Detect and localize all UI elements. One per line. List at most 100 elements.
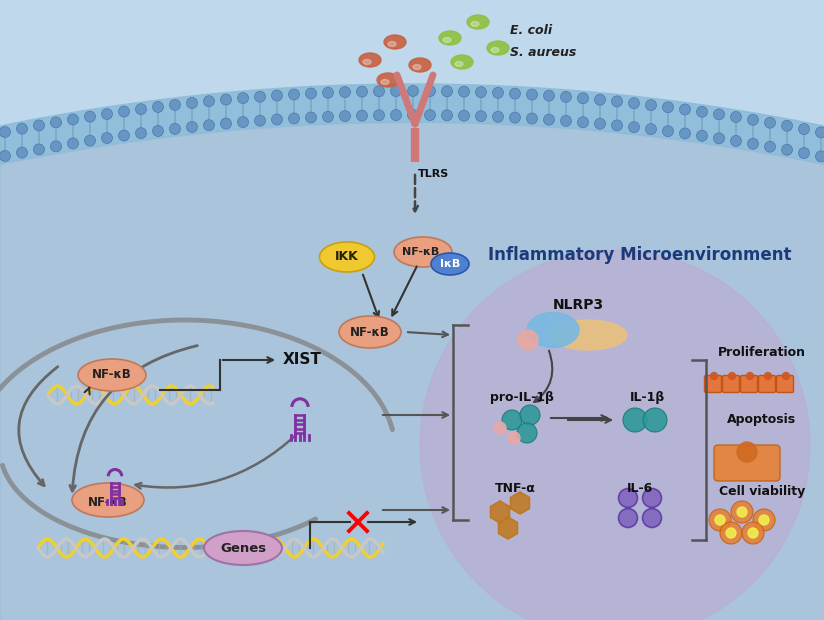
Circle shape [85, 135, 96, 146]
Ellipse shape [471, 22, 479, 27]
Circle shape [119, 130, 129, 141]
Circle shape [119, 106, 129, 117]
Circle shape [288, 113, 299, 124]
Circle shape [765, 141, 775, 153]
Ellipse shape [320, 242, 374, 272]
Circle shape [731, 501, 753, 523]
Ellipse shape [491, 48, 499, 53]
Text: NF-κB: NF-κB [88, 495, 128, 508]
Polygon shape [499, 517, 517, 539]
Circle shape [509, 112, 521, 123]
Text: IκB: IκB [440, 259, 460, 269]
Circle shape [508, 432, 520, 444]
Circle shape [714, 109, 724, 120]
Circle shape [798, 148, 809, 159]
Circle shape [221, 94, 232, 105]
Text: TNF-α: TNF-α [494, 482, 536, 495]
Circle shape [357, 110, 368, 121]
Circle shape [619, 508, 638, 528]
Text: NLRP3: NLRP3 [552, 298, 603, 312]
Circle shape [594, 118, 606, 129]
Circle shape [527, 89, 537, 100]
Ellipse shape [359, 53, 381, 67]
Circle shape [560, 115, 572, 126]
Text: Genes: Genes [220, 541, 266, 554]
Ellipse shape [363, 60, 371, 64]
Ellipse shape [443, 37, 451, 43]
Ellipse shape [413, 64, 421, 69]
Circle shape [737, 442, 757, 462]
Text: Cell viability: Cell viability [719, 485, 805, 498]
Circle shape [680, 104, 691, 115]
Circle shape [271, 90, 283, 101]
Circle shape [442, 110, 452, 121]
Circle shape [204, 120, 214, 131]
Ellipse shape [381, 79, 389, 84]
Circle shape [475, 87, 486, 98]
Circle shape [611, 96, 622, 107]
Circle shape [408, 110, 419, 120]
Circle shape [629, 122, 639, 133]
Circle shape [502, 410, 522, 430]
Circle shape [170, 99, 180, 110]
Circle shape [737, 507, 747, 517]
Ellipse shape [487, 41, 509, 55]
Circle shape [710, 373, 718, 379]
Ellipse shape [384, 35, 406, 49]
FancyBboxPatch shape [714, 445, 780, 481]
Circle shape [152, 102, 163, 112]
Circle shape [709, 509, 731, 531]
Circle shape [726, 528, 736, 538]
Circle shape [458, 110, 470, 121]
Circle shape [135, 104, 147, 115]
Circle shape [747, 138, 759, 149]
Circle shape [662, 126, 673, 137]
Circle shape [720, 522, 742, 544]
Ellipse shape [455, 61, 463, 66]
Circle shape [16, 123, 27, 134]
Circle shape [322, 87, 334, 98]
Text: E. coli: E. coli [510, 24, 552, 37]
Circle shape [255, 91, 265, 102]
Circle shape [420, 250, 810, 620]
Circle shape [619, 489, 638, 508]
Circle shape [408, 86, 419, 97]
Circle shape [186, 97, 198, 108]
Polygon shape [511, 492, 530, 514]
Circle shape [518, 330, 538, 350]
Circle shape [101, 108, 113, 120]
Circle shape [643, 408, 667, 432]
Circle shape [715, 515, 725, 525]
Circle shape [560, 91, 572, 102]
Circle shape [68, 138, 78, 149]
Circle shape [16, 147, 27, 158]
Circle shape [357, 86, 368, 97]
Circle shape [101, 133, 113, 143]
Circle shape [816, 127, 824, 138]
Circle shape [731, 112, 742, 123]
Circle shape [611, 120, 622, 131]
Circle shape [50, 141, 62, 152]
Text: Apoptosis: Apoptosis [728, 414, 797, 427]
Text: IKK: IKK [335, 250, 359, 264]
Text: IL-6: IL-6 [627, 482, 653, 495]
Circle shape [221, 118, 232, 129]
Circle shape [85, 111, 96, 122]
Circle shape [50, 117, 62, 128]
Circle shape [783, 373, 789, 379]
Circle shape [288, 89, 299, 100]
Text: NF-κB: NF-κB [402, 247, 440, 257]
Circle shape [696, 106, 708, 117]
Text: NF-κB: NF-κB [92, 368, 132, 381]
Circle shape [645, 123, 657, 135]
Circle shape [306, 88, 316, 99]
Circle shape [662, 102, 673, 113]
Circle shape [322, 111, 334, 122]
Ellipse shape [377, 73, 399, 87]
Circle shape [186, 122, 198, 133]
Circle shape [204, 95, 214, 107]
FancyBboxPatch shape [776, 376, 794, 392]
FancyBboxPatch shape [759, 376, 775, 392]
Circle shape [34, 144, 44, 155]
Ellipse shape [204, 531, 282, 565]
